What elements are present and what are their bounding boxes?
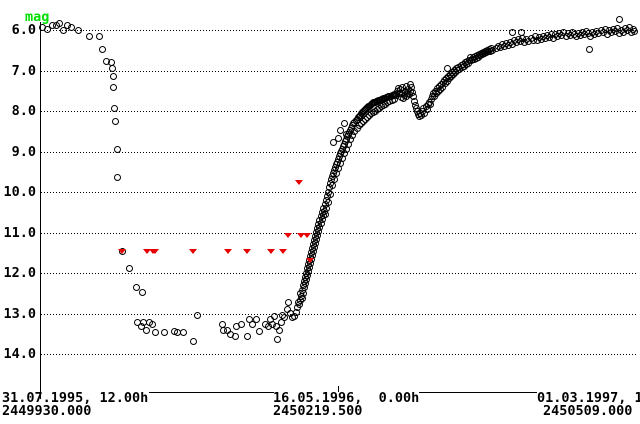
observation-point: [330, 139, 337, 146]
gridline: [41, 273, 638, 274]
observation-point: [75, 27, 82, 34]
x-axis-mid-tick: [338, 386, 339, 392]
observation-point: [341, 120, 348, 127]
x-tick-date-left: 31.07.1995, 12.00h: [2, 390, 149, 406]
observation-point: [300, 290, 307, 297]
observation-point: [60, 27, 67, 34]
fainter-than-limit-marker: [297, 233, 305, 238]
x-axis-line-right-segment: [419, 392, 537, 393]
fainter-than-limit-marker: [284, 233, 292, 238]
observation-point: [325, 199, 332, 206]
y-tick-label: 12.0: [3, 265, 36, 281]
observation-point: [322, 211, 329, 218]
observation-point: [126, 265, 133, 272]
gridline: [41, 232, 638, 234]
y-tick-label: 8.0: [11, 103, 36, 119]
observation-point: [44, 26, 51, 33]
observation-point: [285, 299, 292, 306]
fainter-than-limit-marker: [151, 249, 159, 254]
x-tick-jd-right: 2450509.000: [543, 403, 633, 419]
observation-point: [329, 182, 336, 189]
gridline: [41, 30, 638, 31]
observation-point: [110, 73, 117, 80]
observation-point: [281, 314, 288, 321]
observation-point: [56, 20, 63, 27]
observation-point: [114, 174, 121, 181]
fainter-than-limit-marker: [279, 249, 287, 254]
observation-point: [110, 84, 117, 91]
y-tick-label: 7.0: [11, 62, 36, 79]
y-tick-label: 13.0: [3, 305, 36, 322]
x-tick-jd-left: 2449930.000: [2, 403, 92, 419]
observation-point: [343, 131, 350, 138]
observation-point: [586, 46, 593, 53]
observation-point: [190, 338, 197, 345]
observation-point: [249, 321, 256, 328]
observation-point: [161, 329, 168, 336]
fainter-than-limit-marker: [303, 233, 311, 238]
x-axis-line-left-segment: [149, 392, 274, 393]
observation-point: [244, 333, 251, 340]
fainter-than-limit-marker: [189, 249, 197, 254]
observation-point: [99, 46, 106, 53]
observation-point: [68, 24, 75, 31]
observation-point: [180, 329, 187, 336]
observation-point: [86, 33, 93, 40]
y-axis-line: [40, 22, 41, 399]
observation-point: [256, 328, 263, 335]
observation-point: [111, 105, 118, 112]
observation-point: [152, 329, 159, 336]
fainter-than-limit-marker: [224, 249, 232, 254]
fainter-than-limit-marker: [118, 249, 126, 254]
observation-point: [149, 321, 156, 328]
observation-point: [276, 327, 283, 334]
observation-point: [194, 312, 201, 319]
y-tick-label: 9.0: [11, 143, 36, 160]
observation-point: [335, 135, 342, 142]
y-tick-label: 6.0: [11, 22, 36, 38]
gridline: [41, 192, 638, 193]
observation-point: [331, 176, 338, 183]
observation-point: [96, 33, 103, 40]
y-tick-label: 11.0: [3, 224, 36, 241]
y-axis-title: mag: [25, 9, 50, 25]
fainter-than-limit-marker: [267, 249, 275, 254]
x-tick-date-right: 01.03.1997, 1: [537, 390, 640, 406]
observation-point: [232, 333, 239, 340]
observation-point: [139, 289, 146, 296]
fainter-than-limit-marker: [306, 258, 314, 263]
y-tick-label: 10.0: [3, 184, 36, 200]
observation-point: [327, 191, 334, 198]
fainter-than-limit-marker: [143, 249, 151, 254]
gridline: [41, 70, 638, 72]
observation-point: [337, 127, 344, 134]
gridline: [41, 313, 638, 315]
y-tick-label: 14.0: [3, 346, 36, 362]
observation-point: [253, 316, 260, 323]
observation-point: [238, 321, 245, 328]
observation-point: [274, 336, 281, 343]
observation-point: [133, 284, 140, 291]
fainter-than-limit-marker: [243, 249, 251, 254]
observation-point: [631, 28, 638, 35]
gridline: [41, 354, 638, 355]
observation-point: [271, 313, 278, 320]
observation-point: [509, 29, 516, 36]
observation-point: [143, 327, 150, 334]
observation-point: [114, 146, 121, 153]
observation-point: [616, 16, 623, 23]
x-tick-date-center: 16.05.1996, 0.00h: [273, 390, 420, 406]
observation-point: [323, 205, 330, 212]
observation-point: [112, 118, 119, 125]
fainter-than-limit-marker: [295, 180, 303, 185]
observation-point: [109, 65, 116, 72]
gridline: [41, 111, 638, 112]
x-tick-jd-center: 2450219.500: [273, 403, 363, 419]
